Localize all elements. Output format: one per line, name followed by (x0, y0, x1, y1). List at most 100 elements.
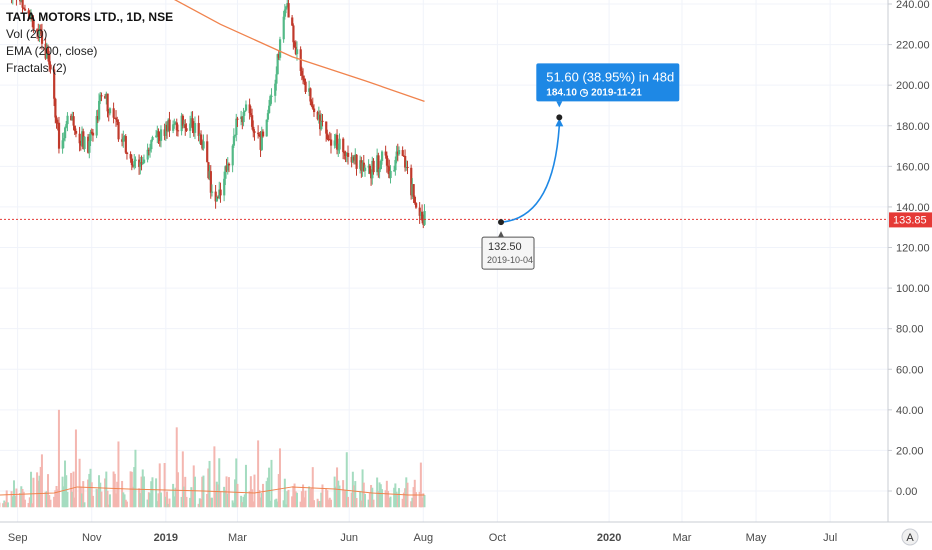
volume-bar (423, 495, 426, 508)
candle-body (106, 93, 109, 112)
candle-body (274, 83, 277, 96)
volume-bar (292, 486, 295, 508)
candle-body (73, 125, 76, 131)
volume-bar (11, 496, 14, 508)
candle-body (174, 122, 177, 125)
volume-bar (175, 427, 178, 508)
candle-body (83, 136, 86, 150)
y-axis[interactable]: 0.00 20.00 40.00 60.00 80.00 100.00 120.00 140.… (887, 0, 932, 522)
candle-body (150, 140, 153, 150)
ema-line (174, 0, 425, 103)
candle-body (248, 104, 251, 114)
candle-body (197, 123, 200, 136)
price-projection[interactable]: 132.50 2019-10-04 51.60 (38.95%) in 48d 184… (481, 63, 680, 270)
candle-body (285, 6, 288, 10)
candle-body (62, 138, 65, 141)
volume-bar (149, 493, 152, 508)
volume-bar (325, 488, 328, 508)
candle-body (260, 131, 263, 150)
volume-bar (210, 497, 213, 508)
volume-bar (274, 499, 277, 508)
volume-bar (394, 483, 397, 508)
volume-bar (139, 493, 142, 508)
volume-bar (2, 503, 5, 508)
auto-scale-button[interactable] (901, 528, 919, 546)
volume-bar (218, 458, 221, 508)
volume-bar (258, 489, 261, 508)
volume-bar (396, 493, 399, 508)
candle-body (206, 141, 209, 163)
candle-body (215, 197, 219, 202)
candle-body (226, 163, 229, 171)
candle-body (65, 124, 68, 128)
y-tick-label: 160.00 (896, 161, 930, 173)
volume-bar (176, 472, 179, 508)
candle-body (355, 154, 358, 169)
candle-body (172, 124, 175, 131)
x-axis[interactable]: Sep Nov 2019 Mar Jun Aug Oct 2020 Mar May Jul A (0, 521, 932, 550)
volume-bar (74, 429, 77, 508)
volume-bar (376, 477, 379, 508)
candle-body (140, 162, 143, 164)
candle-body (87, 136, 90, 153)
volume-bar (71, 491, 74, 508)
volume-bar (181, 451, 184, 508)
volume-bar (146, 499, 149, 508)
volume-bar (112, 471, 115, 508)
candle-body (124, 136, 127, 153)
candle-body (190, 118, 193, 124)
candle-body (384, 151, 387, 156)
candle-body (311, 105, 314, 109)
candle-body (235, 118, 238, 136)
volume-bar (13, 480, 16, 508)
candle-body (209, 171, 212, 193)
candle-body (259, 136, 262, 150)
candle-body (200, 134, 203, 145)
volume-bar (28, 497, 31, 508)
candle-body (370, 173, 373, 179)
candle-body (96, 116, 100, 120)
volume-bar (207, 468, 210, 508)
volume-bar (351, 471, 354, 508)
volume-bar (321, 484, 324, 508)
candle-body (176, 130, 180, 132)
y-tick-label: 80.00 (896, 324, 924, 336)
volume-bar (191, 489, 194, 508)
volume-bar (134, 449, 137, 508)
volume-bar (411, 497, 414, 508)
volume-bar (184, 476, 187, 508)
candle-body (66, 115, 69, 125)
volume-bar (20, 486, 23, 508)
volume-bar (397, 488, 400, 508)
volume-bar (300, 491, 303, 508)
candle-body (157, 131, 160, 137)
volume-bar (19, 492, 22, 508)
volume-bar (141, 469, 144, 508)
volume-bar (231, 500, 234, 508)
candle-body (55, 117, 58, 123)
volume-bar (98, 475, 101, 508)
volume-bar (371, 487, 374, 508)
candle-body (142, 159, 146, 163)
candle-body (219, 189, 222, 196)
volume-bar (353, 485, 356, 508)
volume-bar (215, 481, 218, 508)
candle-body (113, 117, 117, 119)
volume-bar (100, 491, 103, 508)
candle-body (181, 115, 185, 126)
volume-bar (224, 490, 227, 508)
volume-bar (200, 498, 203, 508)
volume-bar (251, 489, 254, 508)
candle-body (294, 46, 297, 55)
volume-bar (252, 501, 255, 508)
volume-spike (419, 462, 422, 508)
candle-body (79, 143, 83, 146)
candle-body (78, 133, 81, 144)
candle-body (22, 7, 25, 9)
volume-bar (78, 458, 81, 508)
candle-body (132, 165, 135, 167)
volume-ma-path (0, 486, 425, 496)
candle-body (91, 132, 95, 136)
